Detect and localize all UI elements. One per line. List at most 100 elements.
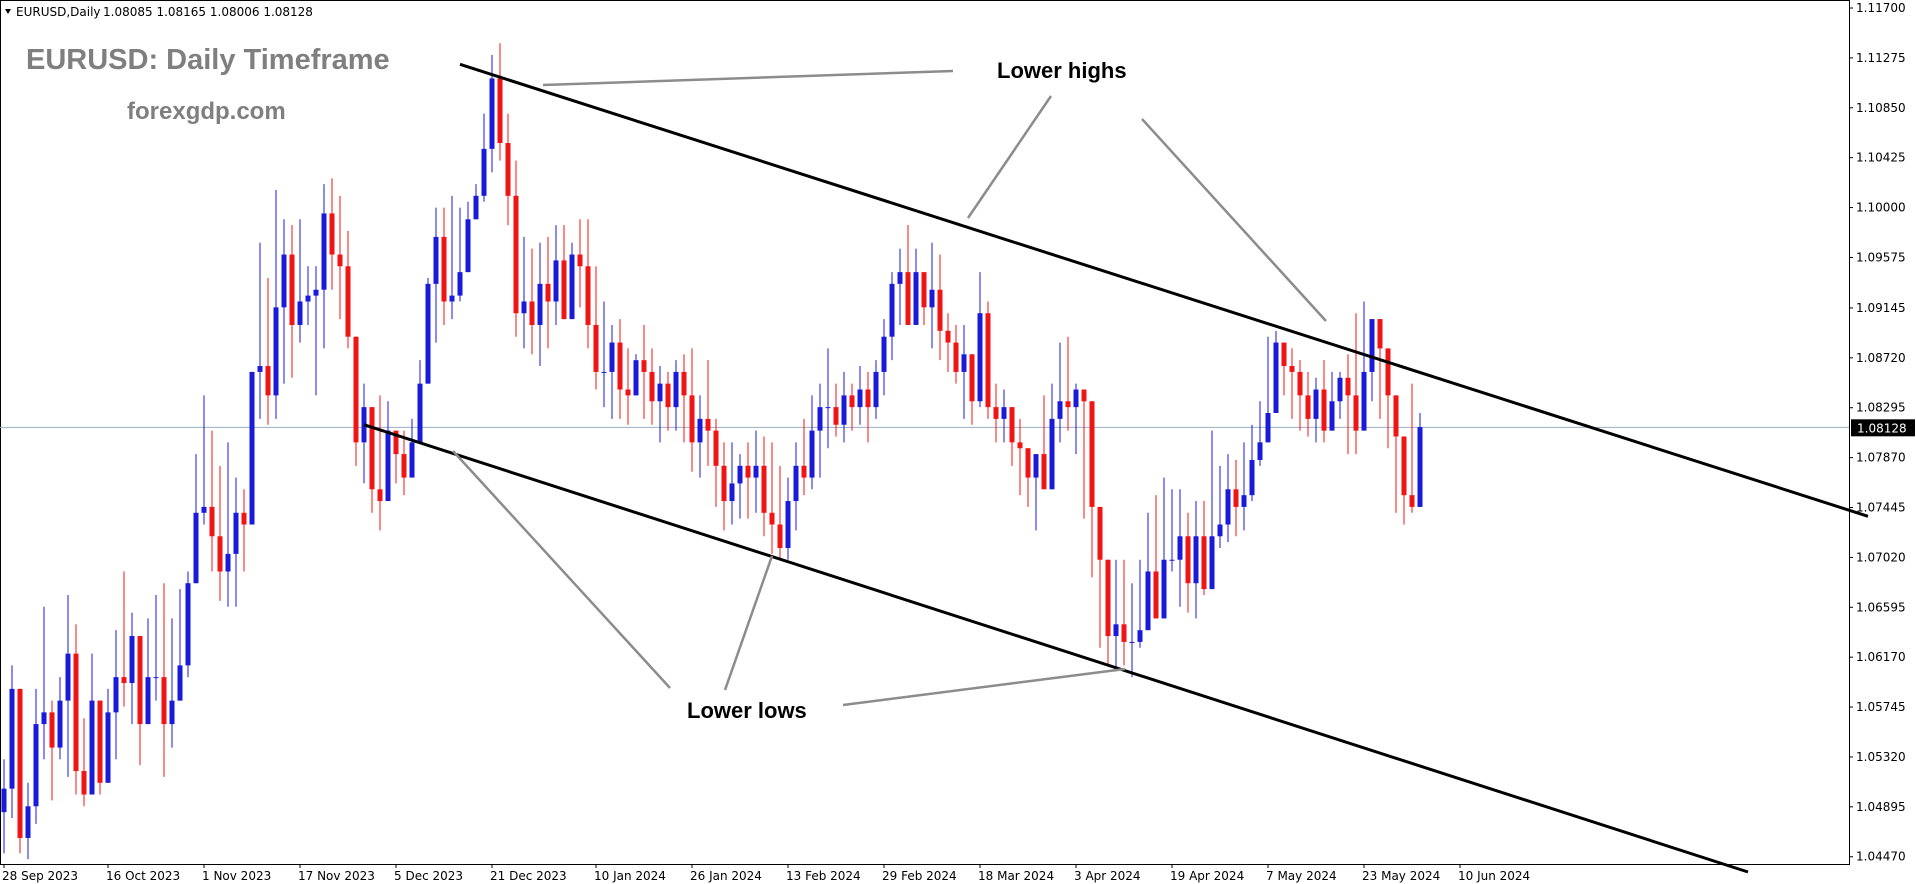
- candle-body: [625, 389, 631, 396]
- candle: [1033, 454, 1039, 531]
- candle: [833, 383, 839, 437]
- candle-body: [873, 371, 879, 408]
- candle: [369, 407, 375, 513]
- candle-body: [113, 677, 119, 713]
- candle: [1257, 401, 1263, 466]
- candle: [73, 624, 79, 795]
- x-tick-label: 3 Apr 2024: [1074, 869, 1141, 883]
- candle-body: [281, 254, 287, 308]
- candle-body: [1001, 407, 1007, 419]
- candle: [1001, 389, 1007, 443]
- candle-body: [9, 688, 15, 789]
- candle-body: [1353, 395, 1359, 431]
- candle: [841, 371, 847, 443]
- candle-body: [1257, 442, 1263, 460]
- candle-body: [1209, 536, 1215, 590]
- candle: [161, 583, 167, 777]
- candle-body: [633, 360, 639, 396]
- candle: [1273, 330, 1279, 413]
- candle-body: [641, 360, 647, 372]
- y-tick-label: 1.06595: [1856, 600, 1906, 614]
- candle: [737, 454, 743, 519]
- pointer-high-1: [542, 69, 954, 87]
- dropdown-triangle-icon[interactable]: [5, 9, 11, 14]
- candle-body: [1169, 559, 1175, 561]
- candle-body: [913, 272, 919, 325]
- candle: [977, 272, 983, 408]
- candle: [409, 418, 415, 478]
- x-tick-label: 17 Nov 2023: [298, 869, 375, 883]
- candle: [761, 436, 767, 537]
- candle-body: [985, 313, 991, 408]
- candle: [601, 301, 607, 408]
- symbol-info: EURUSD,Daily: [16, 5, 101, 19]
- candle: [817, 383, 823, 478]
- pointer-high-3: [1141, 118, 1327, 322]
- y-tick-label: 1.08295: [1856, 401, 1906, 415]
- y-tick-label: 1.06170: [1856, 650, 1906, 664]
- candle: [769, 442, 775, 554]
- candle: [1121, 559, 1127, 666]
- candle: [441, 207, 447, 325]
- candle: [1225, 454, 1231, 543]
- candle: [457, 207, 463, 302]
- candle: [217, 465, 223, 601]
- candle-body: [1409, 495, 1415, 507]
- candle-body: [793, 465, 799, 502]
- y-tick-label: 1.11700: [1856, 1, 1906, 15]
- price-axis[interactable]: 1.11700 1.11275 1.10850 1.10425 1.10000 1.095…: [1849, 1, 1906, 864]
- y-tick-label: 1.10850: [1856, 101, 1906, 115]
- candle-body: [889, 283, 895, 337]
- candle-body: [881, 336, 887, 372]
- candle: [1289, 348, 1295, 419]
- time-axis[interactable]: 28 Sep 2023 16 Oct 2023 1 Nov 2023 17 Nov 2…: [2, 864, 1530, 883]
- candle: [1393, 395, 1399, 513]
- candle: [641, 324, 647, 419]
- candle-body: [417, 383, 423, 443]
- candle: [193, 454, 199, 584]
- candle-body: [937, 289, 943, 331]
- candle: [809, 395, 815, 490]
- candle-body: [209, 506, 215, 537]
- trendline-lower[interactable]: [363, 423, 1749, 874]
- candle-body: [385, 430, 391, 502]
- candle-body: [1, 788, 7, 813]
- candle-body: [969, 354, 975, 402]
- candle-body: [89, 700, 95, 795]
- candle-body: [105, 712, 111, 783]
- candle-body: [121, 677, 127, 683]
- candle: [609, 324, 615, 419]
- candle-body: [1345, 377, 1351, 396]
- candle: [433, 207, 439, 343]
- candle-body: [609, 342, 615, 372]
- candle: [505, 113, 511, 226]
- candle-body: [577, 254, 583, 267]
- candle: [681, 354, 687, 443]
- trendline-upper[interactable]: [459, 62, 1869, 518]
- candle: [553, 225, 559, 325]
- candle: [529, 248, 535, 355]
- candle: [1241, 442, 1247, 531]
- candle-body: [73, 653, 79, 772]
- x-tick-label: 7 May 2024: [1266, 869, 1337, 883]
- candle: [1113, 559, 1119, 672]
- candle-body: [321, 213, 327, 290]
- candle-body: [553, 260, 559, 302]
- candle: [593, 266, 599, 390]
- candle-body: [1361, 371, 1367, 431]
- candle: [777, 465, 783, 560]
- candle: [233, 477, 239, 607]
- candle-body: [1025, 448, 1031, 478]
- candle-body: [993, 407, 999, 419]
- candle-body: [1009, 407, 1015, 443]
- candle: [1201, 501, 1207, 595]
- candle-body: [785, 501, 791, 548]
- x-tick-label: 13 Feb 2024: [786, 869, 861, 883]
- candle: [1193, 501, 1199, 619]
- candle-body: [249, 371, 255, 525]
- candle: [97, 700, 103, 795]
- candle: [1377, 319, 1383, 419]
- candle-body: [1313, 389, 1319, 419]
